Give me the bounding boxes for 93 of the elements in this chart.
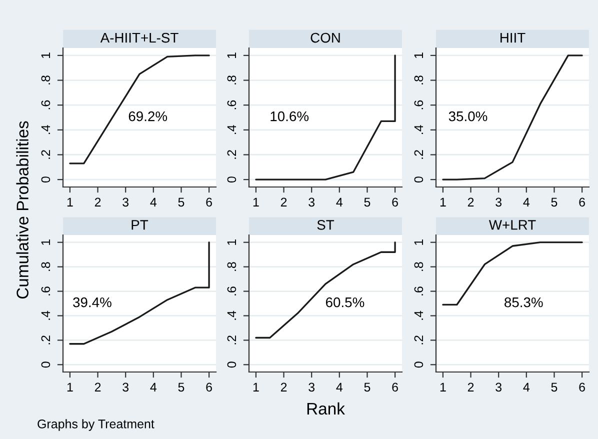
x-tick-label: 1 (253, 382, 259, 392)
line-series (442, 54, 583, 180)
line-series (69, 54, 210, 164)
y-tick-label: .6 (414, 100, 424, 110)
y-tick-label: 0 (227, 362, 236, 368)
x-tick-label: 6 (579, 198, 585, 207)
y-tick-label: 0 (414, 362, 424, 368)
x-tick-label: 2 (468, 382, 474, 392)
y-tick-label: .4 (414, 310, 423, 320)
x-tick-label: 2 (468, 198, 474, 206)
y-tick-label: .6 (227, 100, 236, 110)
y-tick-label: 1 (41, 239, 50, 245)
x-tick-label: 3 (496, 198, 502, 207)
y-tick-label: .8 (414, 76, 424, 84)
chart-title: A-HIIT+L-ST (100, 32, 178, 43)
x-tick-label: 6 (579, 382, 585, 392)
x-axis-title: Rank (307, 402, 345, 415)
annotation: 60.5% (326, 297, 364, 308)
y-tick-label: .2 (41, 150, 50, 159)
x-tick-label: 2 (280, 382, 287, 392)
line-series (255, 242, 396, 339)
y-tick-label: .6 (41, 100, 50, 110)
x-tick-label: 5 (551, 382, 558, 392)
x-tick-label: 1 (440, 198, 446, 206)
y-tick-label: .6 (227, 286, 236, 296)
x-tick-label: 1 (67, 382, 73, 392)
y-tick-label: .4 (41, 310, 50, 320)
y-tick-label: .8 (41, 76, 50, 84)
y-tick-label: 1 (414, 239, 423, 245)
x-tick-label: 2 (280, 198, 287, 206)
y-tick-label: .4 (227, 310, 236, 320)
x-tick-label: 6 (392, 382, 398, 392)
y-tick-label: .6 (41, 286, 50, 296)
x-tick-label: 1 (253, 198, 259, 206)
annotation: 85.3% (504, 297, 543, 308)
x-tick-label: 5 (551, 198, 558, 207)
y-tick-label: 0 (414, 176, 424, 183)
y-tick-label: .8 (227, 76, 236, 84)
y-tick-label: 1 (414, 52, 423, 58)
chart-title: HIIT (500, 33, 526, 43)
annotation: 10.6% (270, 111, 309, 122)
text: Graphs by Treatment (38, 419, 154, 431)
line-series (255, 54, 396, 180)
x-tick-label: 3 (308, 198, 315, 207)
y-tick-label: .4 (41, 125, 50, 134)
x-tick-label: 3 (308, 382, 315, 392)
x-tick-label: 5 (364, 382, 370, 392)
line-series (442, 242, 583, 306)
chart-title: CON (310, 32, 340, 43)
y-tick-label: 1 (227, 52, 236, 58)
x-tick-label: 6 (392, 198, 398, 207)
chart-title: PT (132, 220, 148, 230)
x-tick-label: 5 (364, 198, 370, 207)
x-tick-label: 3 (496, 382, 502, 392)
x-tick-label: 4 (150, 382, 157, 392)
chart-title: ST (317, 220, 334, 230)
y-tick-label: .8 (41, 262, 50, 271)
x-tick-label: 4 (336, 382, 343, 392)
chart-title: W+LRT (488, 220, 536, 230)
x-tick-label: 2 (94, 382, 101, 392)
line-series (69, 242, 210, 345)
y-tick-label: .8 (227, 262, 236, 271)
y-tick-label: 1 (227, 239, 236, 245)
y-tick-label: .4 (414, 125, 423, 134)
y-tick-label: .2 (414, 150, 423, 159)
x-tick-label: 2 (94, 198, 101, 206)
x-tick-label: 3 (122, 382, 129, 392)
x-tick-label: 4 (336, 198, 343, 206)
y-tick-label: 0 (41, 176, 50, 183)
y-tick-label: 0 (41, 362, 50, 368)
x-tick-label: 3 (122, 198, 129, 207)
y-tick-label: .6 (414, 286, 424, 296)
x-tick-label: 1 (67, 198, 73, 206)
x-tick-label: 6 (206, 198, 212, 207)
x-tick-label: 4 (150, 198, 157, 206)
y-tick-label: .2 (227, 150, 236, 159)
y-tick-label: .4 (227, 125, 236, 134)
y-tick-label: .8 (414, 262, 424, 271)
x-tick-label: 5 (178, 382, 184, 392)
annotation: 69.2% (128, 111, 168, 122)
y-axis-title: Cumulative Probabilities (16, 121, 28, 299)
y-tick-label: .2 (414, 336, 423, 344)
y-tick-label: 1 (41, 52, 50, 58)
annotation: 39.4% (73, 297, 112, 308)
y-tick-label: 0 (227, 176, 236, 183)
x-tick-label: 6 (206, 382, 212, 392)
x-tick-label: 4 (523, 198, 530, 206)
x-tick-label: 4 (523, 382, 530, 392)
x-tick-label: 1 (440, 382, 446, 392)
x-tick-label: 5 (178, 198, 184, 207)
annotation: 35.0% (448, 111, 488, 122)
y-tick-label: .2 (227, 336, 236, 344)
y-tick-label: .2 (41, 336, 50, 344)
